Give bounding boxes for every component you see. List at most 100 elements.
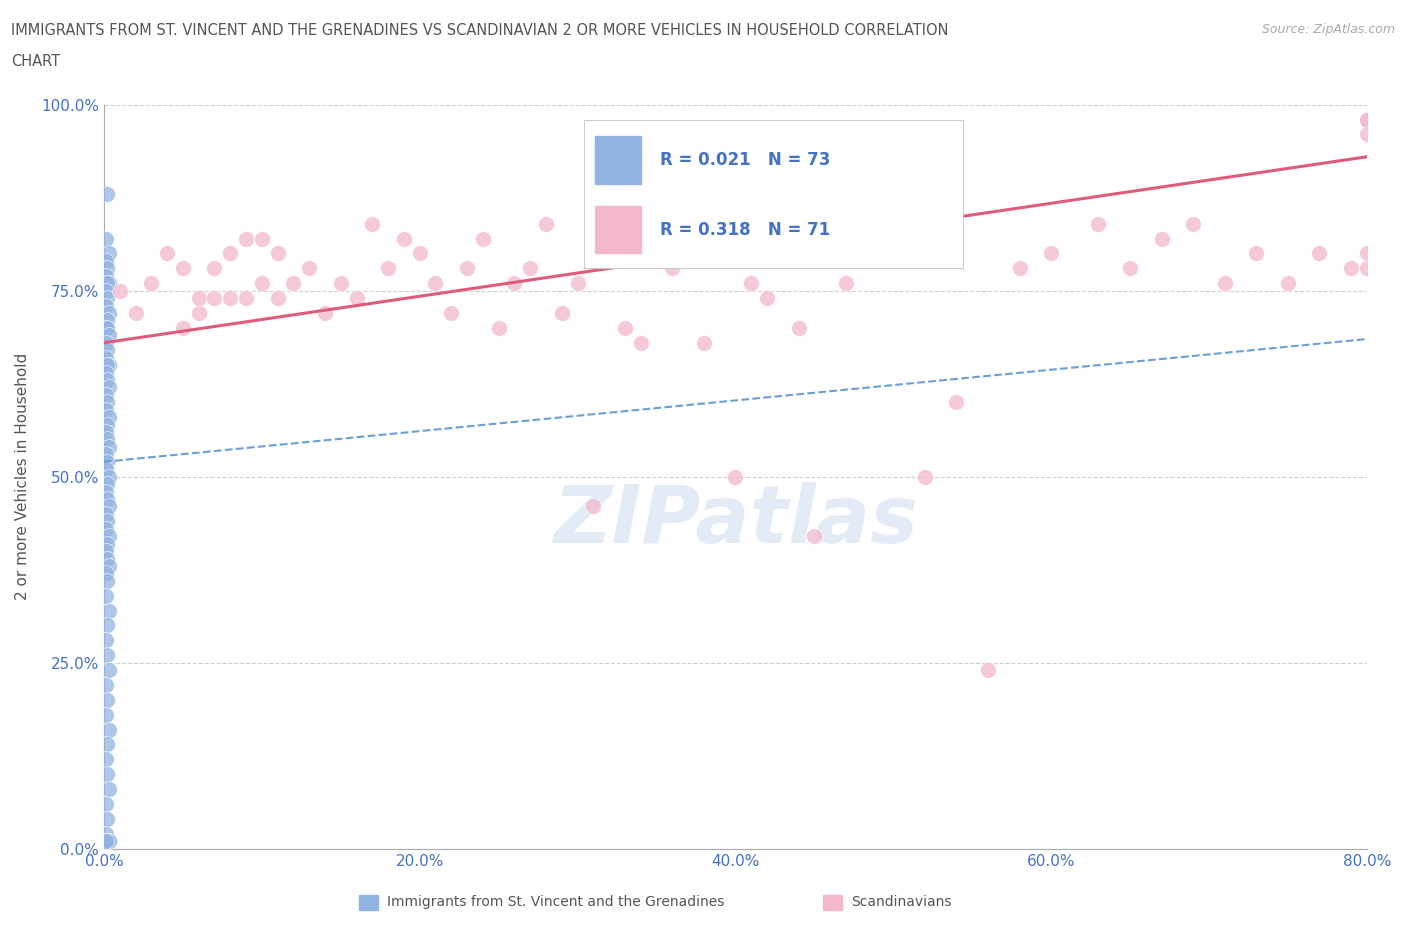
Point: [96, 618, 118, 633]
Point: [94, 834, 117, 849]
Point: [97, 380, 120, 395]
Point: [94, 388, 117, 403]
Point: [96, 261, 118, 276]
Point: [96, 187, 118, 202]
Point: [235, 232, 257, 246]
Point: [1277, 276, 1299, 291]
Point: [141, 276, 163, 291]
Text: Scandinavians: Scandinavians: [851, 895, 950, 910]
Point: [1008, 261, 1031, 276]
Point: [96, 551, 118, 566]
Point: [266, 291, 288, 306]
Point: [1308, 246, 1330, 261]
Point: [408, 246, 430, 261]
Point: [204, 261, 226, 276]
Point: [187, 306, 209, 321]
Point: [97, 834, 120, 849]
Point: [94, 834, 117, 849]
Point: [377, 261, 399, 276]
Point: [1355, 127, 1378, 142]
Point: [96, 574, 118, 589]
Point: [488, 321, 510, 336]
Point: [94, 589, 117, 604]
Point: [1355, 261, 1378, 276]
Point: [582, 499, 605, 514]
Point: [96, 737, 118, 752]
Point: [96, 395, 118, 410]
Point: [1213, 276, 1236, 291]
Point: [914, 470, 936, 485]
Point: [1355, 246, 1378, 261]
Point: [977, 663, 1000, 678]
Point: [567, 276, 589, 291]
Point: [551, 306, 574, 321]
Point: [613, 321, 636, 336]
Point: [94, 752, 117, 767]
Point: [250, 232, 273, 246]
Point: [172, 321, 194, 336]
Point: [94, 485, 117, 499]
Point: [96, 812, 118, 827]
Point: [97, 663, 120, 678]
Point: [693, 336, 716, 351]
Point: [97, 246, 120, 261]
Text: Source: ZipAtlas.com: Source: ZipAtlas.com: [1261, 23, 1395, 36]
Point: [1150, 232, 1173, 246]
Point: [1040, 246, 1063, 261]
Point: [94, 351, 117, 365]
Text: IMMIGRANTS FROM ST. VINCENT AND THE GRENADINES VS SCANDINAVIAN 2 OR MORE VEHICLE: IMMIGRANTS FROM ST. VINCENT AND THE GREN…: [11, 23, 949, 38]
Point: [94, 544, 117, 559]
Point: [519, 261, 541, 276]
Point: [96, 291, 118, 306]
Point: [346, 291, 368, 306]
Point: [361, 217, 384, 232]
Point: [96, 321, 118, 336]
Point: [94, 299, 117, 313]
Point: [94, 336, 117, 351]
Point: [250, 276, 273, 291]
Point: [97, 782, 120, 797]
Point: [755, 291, 778, 306]
Point: [97, 358, 120, 373]
Point: [96, 767, 118, 782]
Point: [96, 455, 118, 470]
Point: [96, 537, 118, 551]
Point: [97, 328, 120, 343]
Point: [94, 254, 117, 269]
Point: [314, 306, 336, 321]
Point: [329, 276, 352, 291]
Point: [97, 410, 120, 425]
Point: [1246, 246, 1268, 261]
Point: [94, 827, 117, 842]
Point: [219, 291, 242, 306]
Point: [96, 834, 118, 849]
Point: [266, 246, 288, 261]
Point: [803, 529, 825, 544]
Point: [97, 306, 120, 321]
Point: [94, 365, 117, 380]
Point: [1182, 217, 1205, 232]
Text: Immigrants from St. Vincent and the Grenadines: Immigrants from St. Vincent and the Gren…: [387, 895, 724, 910]
Point: [835, 276, 858, 291]
Point: [96, 418, 118, 432]
Point: [661, 261, 683, 276]
Point: [96, 648, 118, 663]
Point: [97, 499, 120, 514]
Point: [425, 276, 447, 291]
Point: [94, 269, 117, 284]
Point: [1340, 261, 1362, 276]
Point: [108, 284, 131, 299]
Point: [94, 522, 117, 537]
Point: [1119, 261, 1142, 276]
Point: [96, 343, 118, 358]
Point: [96, 373, 118, 388]
Point: [96, 358, 118, 373]
Point: [97, 604, 120, 618]
Text: ZIPatlas: ZIPatlas: [553, 483, 918, 560]
Point: [94, 678, 117, 693]
Point: [94, 708, 117, 723]
Point: [471, 232, 494, 246]
Point: [94, 566, 117, 581]
Point: [456, 261, 478, 276]
Point: [94, 425, 117, 440]
